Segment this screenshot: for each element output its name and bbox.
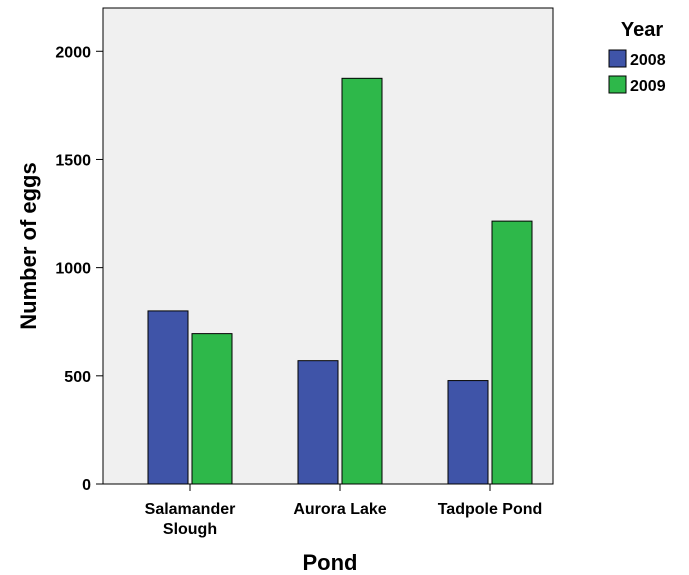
y-tick-label: 0	[82, 477, 91, 494]
legend-label-2009: 2009	[630, 78, 666, 95]
y-tick-label: 2000	[55, 44, 91, 61]
x-tick-label: Tadpole Pond	[438, 501, 543, 518]
y-tick-label: 500	[64, 369, 91, 386]
legend: Year 2008 2009	[608, 19, 666, 95]
bar-2009-1	[341, 77, 383, 485]
y-tick-label: 1000	[55, 261, 91, 278]
bar-2009-0	[191, 333, 233, 485]
x-tick-label: Aurora Lake	[293, 501, 386, 518]
x-tick-label: Salamander	[145, 501, 236, 518]
y-axis: 0 500 1000 1500 2000	[55, 44, 103, 494]
legend-swatch-2008	[608, 49, 627, 68]
x-axis: Salamander Slough Aurora Lake Tadpole Pond	[145, 484, 543, 538]
legend-title: Year	[621, 19, 663, 41]
y-tick-label: 1500	[55, 152, 91, 169]
bar-2008-1	[297, 360, 339, 485]
legend-swatch-2009	[608, 75, 627, 94]
bar-2008-2	[447, 380, 489, 485]
x-axis-title: Pond	[303, 550, 358, 575]
legend-label-2008: 2008	[630, 52, 666, 69]
y-axis-title: Number of eggs	[16, 162, 41, 329]
bar-2008-0	[147, 310, 189, 485]
bar-2009-2	[491, 220, 533, 485]
x-tick-label: Slough	[163, 521, 217, 538]
bars-group	[147, 77, 533, 485]
